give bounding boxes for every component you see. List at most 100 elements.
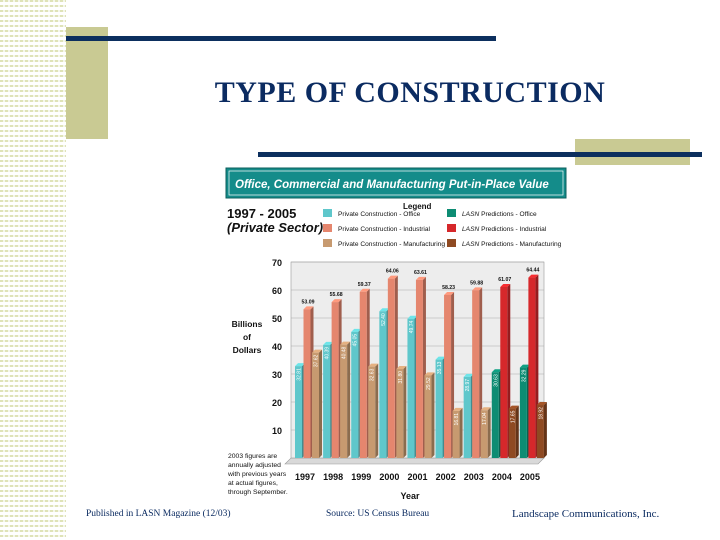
bar-value-label: 30.63 (493, 374, 499, 387)
legend-label-lasn: LASN (462, 241, 479, 248)
bar-value-label: 58.23 (442, 285, 455, 291)
bar-side (319, 349, 322, 458)
chart-note-line: with previous years (227, 471, 287, 478)
bar-value-label: 17.65 (510, 410, 516, 423)
decor-navy-line-middle (258, 152, 702, 157)
bar (444, 294, 452, 458)
bar-top (387, 275, 398, 279)
legend-label-lasn: LASN (462, 226, 479, 233)
bar (351, 331, 359, 458)
bar-value-label: 40.48 (342, 346, 348, 359)
legend: Private Construction - Office Private Con… (323, 209, 562, 248)
x-tick-label: 2003 (464, 472, 484, 482)
y-axis-label-line: of (243, 332, 251, 342)
bar-top (368, 363, 379, 367)
x-tick-label: 2002 (436, 472, 456, 482)
bar-value-label: 32.29 (521, 369, 527, 382)
y-tick-labels: 10 20 30 40 50 60 70 (272, 258, 282, 436)
bar (323, 344, 331, 458)
y-tick-label: 20 (272, 398, 282, 408)
chart-note: 2003 figures are annually adjusted with … (227, 453, 288, 496)
bar (452, 410, 460, 458)
x-tick-label: 2000 (379, 472, 399, 482)
bar (303, 309, 311, 458)
bar (312, 352, 319, 458)
bar-top (331, 299, 342, 303)
bar-value-label: 16.81 (454, 413, 460, 426)
bar-value-label: 53.09 (302, 299, 315, 305)
bar-top (463, 373, 474, 377)
footer-publication: Published in LASN Magazine (12/03) (86, 509, 231, 519)
bar-value-label: 31.80 (398, 371, 404, 384)
bar-value-label: 18.92 (538, 407, 544, 420)
bar-top (424, 372, 435, 376)
bar-top (536, 402, 547, 406)
y-axis-label-line: Billions (232, 319, 263, 329)
bar-top (519, 364, 530, 368)
bar-top (312, 349, 322, 353)
x-tick-label: 1998 (323, 472, 343, 482)
bar (396, 368, 404, 458)
bar-top (491, 369, 502, 373)
bar (435, 359, 443, 458)
legend-label-lasn: LASN (462, 211, 479, 218)
decor-navy-line-top (66, 36, 496, 41)
bar (528, 277, 536, 458)
bar-top (452, 407, 463, 411)
legend-swatch (447, 224, 456, 232)
bar-top (396, 365, 407, 369)
bar-top (351, 328, 362, 332)
bar (295, 366, 302, 458)
plot-floor (284, 457, 545, 465)
chart-note-line: annually adjusted (228, 462, 281, 469)
bar-value-label: 32.63 (370, 368, 376, 381)
legend-label: Private Construction - Office (338, 211, 421, 218)
bar-side (347, 341, 351, 458)
bar (472, 290, 480, 458)
bars (295, 274, 547, 458)
legend-label: Private Construction - Industrial (338, 226, 431, 233)
bar-top (444, 291, 455, 295)
y-tick-label: 30 (272, 370, 282, 380)
chart-note-line: through September. (228, 489, 288, 496)
legend-swatch (447, 209, 456, 217)
chart-note-line: at actual figures, (228, 480, 278, 487)
bar-top (508, 405, 519, 409)
x-tick-label: 1999 (351, 472, 371, 482)
bar-top (303, 306, 314, 310)
bar-value-label: 45.05 (353, 334, 359, 347)
legend-label: LASN Predictions - Industrial (462, 226, 547, 233)
bar-side (487, 407, 491, 458)
chart-banner (225, 167, 567, 199)
legend-swatch (323, 239, 332, 247)
bar (415, 279, 423, 458)
left-stripe-overlay (0, 0, 66, 540)
bar-side (543, 402, 547, 458)
bar-value-labels: 32.81 53.09 37.62 40.39 55.68 40.48 45.05 59.37… (297, 268, 545, 426)
bar-value-label: 64.06 (386, 269, 399, 275)
legend-label: Private Construction - Manufacturing (338, 241, 445, 248)
x-tick-label: 2004 (492, 472, 512, 482)
bar (491, 372, 499, 458)
y-tick-label: 50 (272, 314, 282, 324)
bar-value-label: 59.37 (358, 282, 371, 288)
bar-side (515, 405, 519, 458)
legend-label: LASN Predictions - Manufacturing (462, 241, 562, 248)
legend-label-text: Predictions - Industrial (479, 226, 547, 233)
x-tick-label: 2001 (407, 472, 427, 482)
bar-value-label: 32.81 (297, 368, 303, 381)
bar-top (323, 341, 334, 345)
slide-title: TYPE OF CONSTRUCTION (214, 76, 606, 109)
y-tick-label: 70 (272, 258, 282, 268)
bar-top (407, 315, 418, 319)
bar-top (295, 363, 305, 367)
legend-title: Legend (403, 202, 432, 211)
chart-note-line: 2003 figures are (228, 453, 277, 460)
bar-top (472, 287, 483, 291)
bar-value-label: 17.04 (482, 412, 488, 425)
bar (536, 405, 544, 458)
legend-label-text: Predictions - Office (479, 211, 537, 218)
bar (463, 376, 471, 458)
y-axis-label: Billions of Dollars (232, 319, 263, 355)
